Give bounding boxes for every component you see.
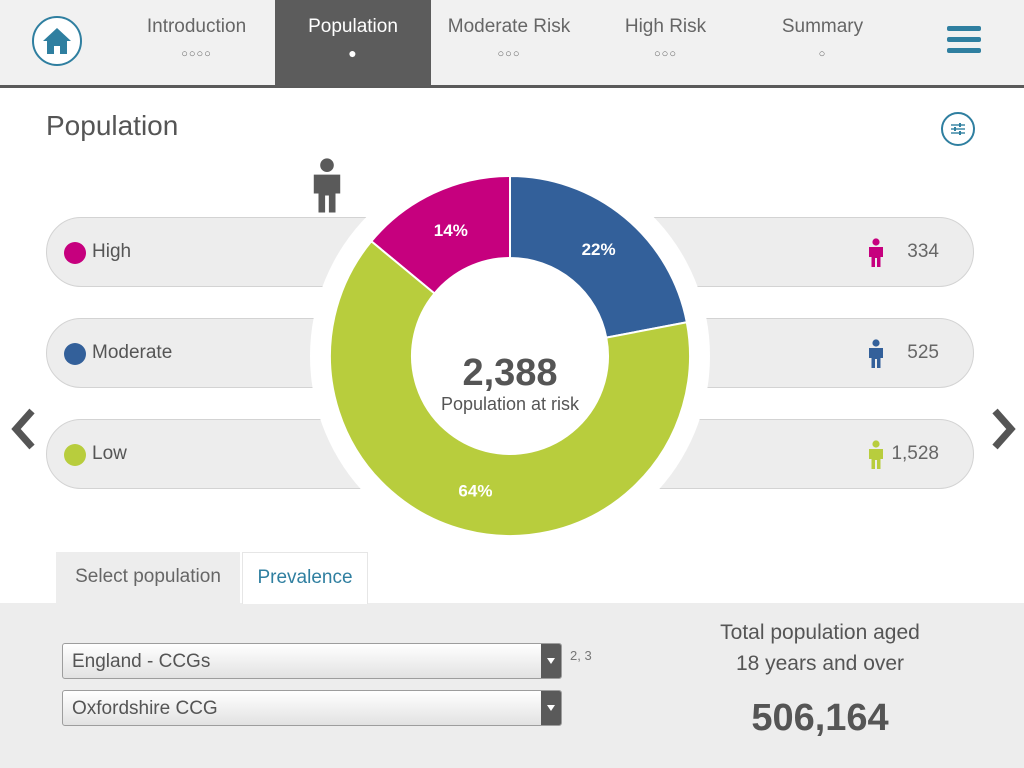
donut-label-low: 64% [458,482,492,501]
section-tabs: Introduction ○○○○ Population ● Moderate … [118,0,901,86]
total-population-label-line1: Total population aged [720,621,920,644]
tab-high-risk[interactable]: High Risk ○○○ [587,0,744,86]
home-icon [43,28,71,54]
total-population-label-line2: 18 years and over [735,652,905,675]
tab-label: Summary [781,16,864,37]
tab-label: Introduction [146,16,247,37]
donut-svg: 14% 22% 64% [310,156,710,556]
region-select[interactable]: England - CCGs [62,643,562,679]
population-panel [0,603,1024,768]
tab-progress-dots: ○○○○ [181,48,212,60]
tab-prevalence[interactable]: Prevalence [242,552,368,604]
person-icon [869,238,883,267]
tab-population[interactable]: Population ● [275,0,431,86]
low-color-dot [64,444,86,466]
top-navigation: Introduction ○○○○ Population ● Moderate … [0,0,1024,88]
risk-label-high: High [92,241,132,262]
donut-slice-low[interactable] [329,239,691,537]
previous-arrow[interactable] [6,405,42,453]
tab-progress-dots: ○○○ [497,48,521,60]
risk-count-high: 334 [907,241,939,262]
tab-select-population[interactable]: Select population [56,552,240,604]
dropdown-caret-icon [541,691,561,725]
total-population-label: Total population aged 18 years and over [690,617,950,679]
tab-label: Moderate Risk [447,16,571,37]
tab-progress-dots: ○ [818,48,827,60]
home-button[interactable] [32,16,82,66]
person-icon [869,440,883,469]
footnote-reference: 2, 3 [570,648,592,663]
risk-label-low: Low [92,443,127,464]
sliders-icon [951,123,965,135]
high-color-dot [64,242,86,264]
person-icon [869,339,883,368]
tab-progress-dots: ● [348,45,358,61]
page-title: Population [46,110,179,141]
risk-donut-chart: 14% 22% 64% 2,388 Population at risk [310,156,710,556]
risk-count-low: 1,528 [891,443,939,464]
donut-slice-moderate[interactable] [509,174,688,339]
tab-label: Population [308,16,398,37]
risk-count-moderate: 525 [907,342,939,363]
population-at-risk-label: Population at risk [440,394,580,414]
ccg-select-value: Oxfordshire CCG [72,698,218,719]
population-at-risk-value: 2,388 [462,352,558,394]
donut-label-high: 14% [434,221,468,240]
moderate-color-dot [64,343,86,365]
tab-summary[interactable]: Summary ○ [744,0,901,86]
filter-button[interactable] [941,112,975,146]
tab-introduction[interactable]: Introduction ○○○○ [118,0,275,86]
risk-label-moderate: Moderate [92,342,173,363]
chevron-left-icon [11,408,35,450]
region-select-value: England - CCGs [72,651,211,672]
tab-label: High Risk [624,16,707,37]
dropdown-caret-icon [541,644,561,678]
hamburger-menu-icon[interactable] [947,26,981,56]
chevron-right-icon [992,408,1016,450]
tab-progress-dots: ○○○ [654,48,677,60]
person-icon [313,158,341,213]
donut-label-moderate: 22% [582,240,616,259]
ccg-select[interactable]: Oxfordshire CCG [62,690,562,726]
total-population-value: 506,164 [751,697,889,739]
tab-moderate-risk[interactable]: Moderate Risk ○○○ [431,0,587,86]
next-arrow[interactable] [985,405,1021,453]
